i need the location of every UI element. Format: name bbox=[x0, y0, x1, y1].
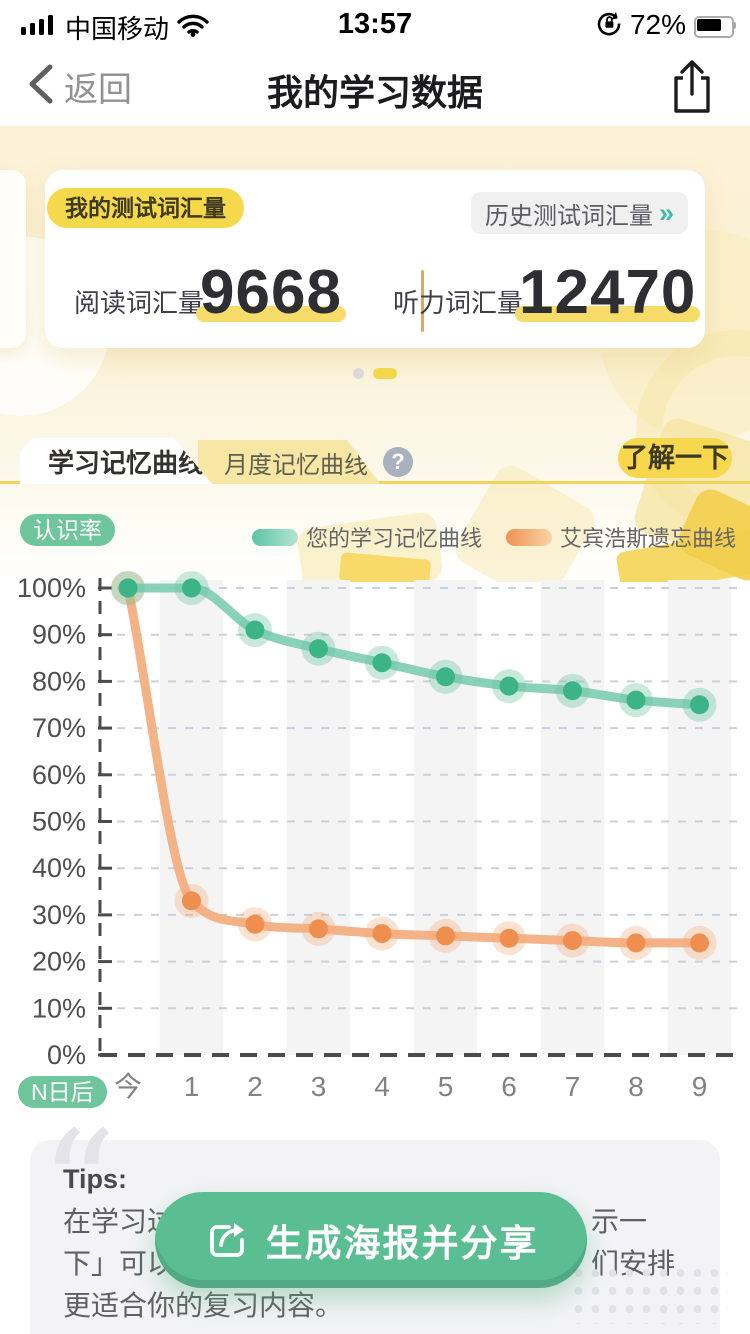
svg-text:7: 7 bbox=[565, 1071, 581, 1102]
svg-text:10%: 10% bbox=[32, 993, 86, 1023]
svg-text:50%: 50% bbox=[32, 807, 86, 837]
generate-poster-share-button[interactable]: 生成海报并分享 bbox=[155, 1192, 587, 1288]
battery-percent: 72% bbox=[629, 9, 686, 40]
svg-text:6: 6 bbox=[501, 1071, 517, 1102]
svg-text:30%: 30% bbox=[32, 900, 86, 930]
svg-text:40%: 40% bbox=[32, 853, 86, 883]
double-chevron-right-icon: » bbox=[658, 197, 674, 228]
battery-icon bbox=[694, 14, 738, 38]
wifi-icon bbox=[177, 13, 209, 42]
svg-text:80%: 80% bbox=[32, 666, 86, 696]
svg-text:3: 3 bbox=[311, 1071, 327, 1102]
quote-mark: “ bbox=[40, 1100, 117, 1274]
share-icon bbox=[674, 60, 710, 113]
tab-monthly-label: 月度记忆曲线 bbox=[224, 451, 368, 479]
legend-swatch-ebbinghaus-curve bbox=[505, 528, 552, 546]
carousel-dot-2-active[interactable] bbox=[373, 368, 397, 379]
yellow-highlight bbox=[196, 306, 346, 322]
chart-legend: 您的学习记忆曲线 艾宾浩斯遗忘曲线 bbox=[251, 521, 736, 553]
history-vocab-link[interactable]: 历史测试词汇量 » bbox=[470, 192, 688, 234]
svg-text:1: 1 bbox=[184, 1071, 200, 1102]
svg-text:4: 4 bbox=[374, 1071, 390, 1102]
carousel-prev-card-edge bbox=[0, 170, 26, 348]
x-axis-pill: N日后 bbox=[18, 1076, 107, 1108]
nav-bar: 我的学习数据 返回 bbox=[0, 44, 750, 126]
memory-curve-chart: 0% 10% 20% 30% 40% 50% 60% 70% 80% 90% 100% 今 1 2 3 4 5 6… bbox=[17, 571, 742, 1102]
tips-line3: 更适合你的复习内容。 bbox=[63, 1290, 344, 1321]
signal-strength-icon bbox=[21, 13, 57, 42]
help-icon[interactable]: ? bbox=[383, 447, 413, 477]
carousel-dot-1[interactable] bbox=[353, 368, 364, 379]
chevron-left-icon bbox=[28, 62, 54, 111]
svg-text:9: 9 bbox=[692, 1071, 708, 1102]
svg-text:90%: 90% bbox=[32, 620, 86, 650]
status-bar: 中国移动 13:57 72% bbox=[0, 0, 750, 44]
svg-text:8: 8 bbox=[628, 1071, 644, 1102]
card-badge: 我的测试词汇量 bbox=[47, 188, 244, 228]
learn-more-button[interactable]: 了解一下 bbox=[618, 438, 732, 478]
carousel-dots bbox=[0, 368, 750, 379]
listening-vocab-value-wrap: 12470 bbox=[515, 262, 701, 324]
carrier-label: 中国移动 bbox=[65, 14, 170, 44]
column-divider bbox=[421, 270, 424, 332]
rotation-lock-icon bbox=[596, 10, 622, 41]
yellow-highlight bbox=[515, 306, 701, 322]
svg-text:2: 2 bbox=[247, 1071, 263, 1102]
history-vocab-label: 历史测试词汇量 bbox=[484, 202, 653, 230]
tips-title: Tips: bbox=[63, 1164, 128, 1194]
decor-dot-grid bbox=[570, 1264, 728, 1324]
reading-vocab-label: 阅读词汇量 bbox=[74, 288, 205, 318]
legend-label-user-curve: 您的学习记忆曲线 bbox=[305, 526, 482, 551]
share-button-label: 生成海报并分享 bbox=[265, 1223, 539, 1264]
tab-monthly-curve[interactable]: 月度记忆曲线 bbox=[198, 440, 381, 484]
legend-swatch-user-curve bbox=[251, 528, 298, 546]
listening-vocab-label: 听力词汇量 bbox=[393, 288, 524, 318]
listening-vocab-value: 12470 bbox=[519, 258, 697, 327]
svg-text:20%: 20% bbox=[32, 947, 86, 977]
back-button[interactable]: 返回 bbox=[28, 62, 132, 111]
reading-vocab-value-wrap: 9668 bbox=[196, 262, 346, 324]
back-label: 返回 bbox=[64, 71, 132, 109]
svg-text:60%: 60% bbox=[32, 760, 86, 790]
svg-text:今: 今 bbox=[114, 1071, 142, 1102]
clock: 13:57 bbox=[337, 8, 413, 40]
svg-text:5: 5 bbox=[438, 1071, 454, 1102]
vocab-test-card: 我的测试词汇量 历史测试词汇量 » 阅读词汇量 9668 听力词汇量 12470 bbox=[45, 170, 705, 348]
reading-vocab-value: 9668 bbox=[200, 258, 342, 327]
legend-label-ebbinghaus-curve: 艾宾浩斯遗忘曲线 bbox=[559, 526, 736, 551]
tab-learning-label: 学习记忆曲线 bbox=[48, 447, 205, 478]
svg-text:100%: 100% bbox=[17, 573, 86, 603]
share-arrow-icon bbox=[209, 1223, 244, 1257]
svg-text:0%: 0% bbox=[47, 1040, 86, 1070]
share-page-button[interactable] bbox=[666, 58, 718, 116]
y-axis-pill: 认识率 bbox=[20, 514, 115, 546]
page-title: 我的学习数据 bbox=[266, 72, 483, 113]
tips-line1-right: 示一 bbox=[591, 1206, 648, 1237]
svg-text:70%: 70% bbox=[32, 713, 86, 743]
